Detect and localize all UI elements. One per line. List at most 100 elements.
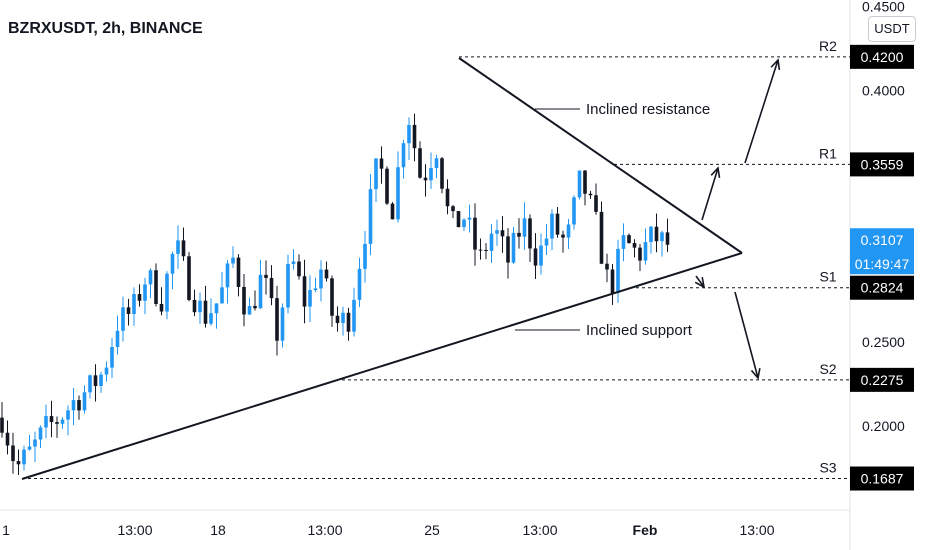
candle-body (407, 124, 411, 144)
candle-body (594, 195, 598, 212)
candle-body (368, 189, 373, 244)
x-tick-label: 18 (210, 522, 226, 538)
candle-body (280, 307, 285, 341)
candle-body (616, 248, 620, 294)
candle-body (335, 315, 340, 324)
candle-body (66, 410, 70, 420)
y-tick-label: 0.4000 (862, 82, 905, 98)
candle-body (599, 211, 604, 264)
candle-body (511, 232, 516, 263)
inclined-resistance-line (458, 57, 743, 254)
bar-countdown-text: 01:49:47 (855, 256, 910, 272)
candle-body (445, 188, 450, 207)
candle-body (627, 235, 631, 244)
candle-body (632, 243, 637, 248)
candle-body (154, 270, 158, 304)
x-tick-label: 13:00 (307, 522, 342, 538)
candle-body (88, 375, 92, 393)
candle-body (60, 419, 65, 424)
candle-body (346, 312, 351, 332)
candle-body (396, 167, 400, 220)
candle-body (236, 257, 241, 287)
y-tick-label: 0.4500 (862, 0, 905, 15)
price-tag-s1 (850, 275, 914, 300)
candle-body (478, 249, 483, 251)
candle-body (583, 170, 587, 194)
candle-body (220, 287, 224, 304)
price-tag-text: 0.2275 (861, 372, 904, 388)
price-tag-r2 (850, 44, 914, 69)
candle-body (225, 263, 230, 288)
candle-body (99, 374, 103, 387)
x-tick-label: 13:00 (522, 522, 557, 538)
candle-body (374, 158, 378, 190)
candle-body (313, 288, 318, 291)
candle-body (198, 300, 202, 313)
candle-body (533, 248, 538, 266)
x-tick-label: Feb (633, 522, 658, 538)
candle-body (434, 158, 439, 168)
candle-body (181, 240, 186, 257)
candle-body (44, 416, 48, 428)
candle-body (16, 461, 21, 465)
candle-body (506, 236, 510, 263)
candle-body (170, 253, 175, 274)
candle-body (5, 432, 10, 446)
candle-body (649, 226, 653, 243)
price-tag-s3 (850, 466, 914, 491)
candle-body (324, 269, 329, 279)
candle-body (143, 284, 147, 301)
candle-body (412, 124, 417, 149)
candle-body (357, 268, 362, 300)
candle-body (456, 211, 461, 228)
candle-body (660, 232, 664, 242)
candle-body (11, 445, 15, 462)
candle-body (610, 269, 615, 294)
candle-body (319, 269, 323, 289)
candle-body (264, 274, 268, 278)
candle-body (473, 217, 477, 250)
candle-body (363, 243, 367, 269)
candle-body (352, 299, 356, 332)
candle-body (467, 217, 472, 220)
price-tag-text: 0.1687 (861, 471, 904, 487)
candle-body (588, 193, 593, 196)
candle-body (132, 294, 136, 314)
symbol-title: BZRXUSDT, 2h, BINANCE (8, 20, 203, 37)
currency-button[interactable]: USDT (868, 16, 916, 42)
candle-body (82, 392, 87, 411)
candle-body (209, 313, 213, 324)
candle-body (214, 303, 219, 314)
candle-body (0, 417, 4, 433)
candle-body (665, 232, 670, 245)
candle-body (561, 234, 565, 238)
level-label-s1: S1 (819, 269, 836, 285)
candle-body (275, 298, 279, 341)
candle-body (577, 170, 582, 198)
price-tag-r1 (850, 152, 914, 177)
x-tick-label: 13:00 (739, 522, 774, 538)
candle-body (49, 416, 54, 423)
candle-body (22, 449, 26, 465)
candle-body (330, 278, 334, 316)
level-label-r2: R2 (819, 38, 837, 54)
candle-body (258, 274, 263, 309)
candle-body (137, 294, 142, 301)
level-label-s2: S2 (819, 361, 836, 377)
price-tag-text: 0.3559 (861, 156, 904, 172)
candle-body (654, 226, 659, 242)
resistance-annotation: Inclined resistance (586, 101, 710, 118)
candle-body (621, 235, 626, 249)
support-annotation: Inclined support (586, 322, 693, 339)
candle-body (385, 168, 389, 204)
candle-body (605, 263, 609, 270)
breakout-arrow-1 (701, 166, 721, 221)
y-tick-label: 0.2500 (862, 334, 905, 350)
candle-body (93, 375, 98, 387)
candle-body (555, 213, 560, 235)
candle-body (231, 257, 235, 264)
candle-body (159, 303, 164, 312)
candle-body (522, 218, 527, 237)
candle-body (418, 148, 422, 178)
